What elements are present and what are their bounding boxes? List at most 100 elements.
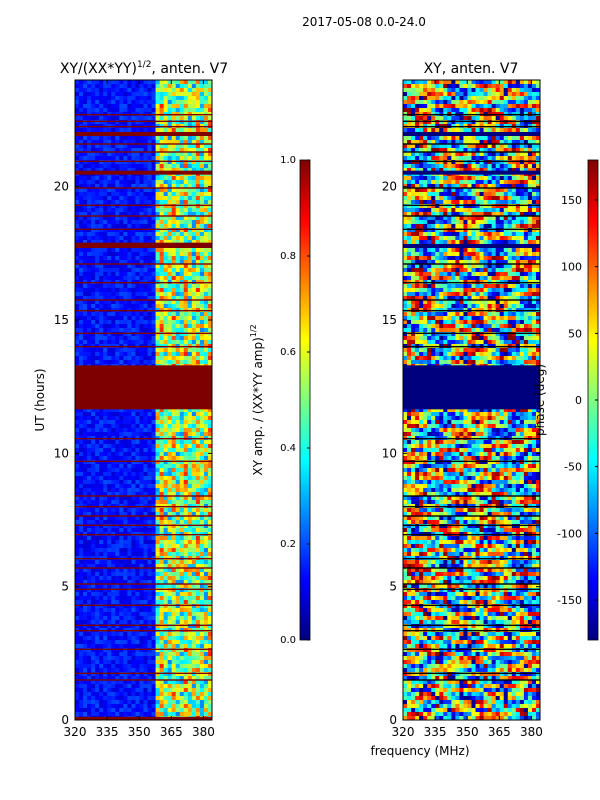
amp-cell <box>195 152 201 157</box>
amp-cell <box>199 640 205 645</box>
amp-cell <box>179 608 185 613</box>
amp-cell <box>147 516 153 521</box>
amp-cell <box>131 452 136 457</box>
amp-cell <box>171 520 177 525</box>
amp-cell <box>143 88 149 93</box>
amp-cell <box>83 108 88 113</box>
amp-cell <box>91 296 96 301</box>
amp-cell <box>167 348 173 353</box>
amp-cell <box>171 340 177 345</box>
amp-cell <box>83 208 88 213</box>
amp-cell <box>179 496 185 501</box>
amp-cell <box>119 284 124 289</box>
amp-cell <box>103 236 108 241</box>
amp-cell <box>143 104 149 109</box>
amp-cell <box>99 608 104 613</box>
amp-cell <box>143 276 149 281</box>
amp-cell <box>99 256 104 261</box>
amp-cell <box>83 424 88 429</box>
amp-cell <box>183 212 189 217</box>
amp-cell <box>135 276 140 281</box>
amp-cell <box>107 572 112 577</box>
amp-cell <box>95 336 100 341</box>
amp-cell <box>87 592 92 597</box>
amp-cell <box>95 516 100 521</box>
amp-cell <box>91 212 96 217</box>
amp-cell <box>183 552 189 557</box>
amp-cell <box>111 500 116 505</box>
amp-cell <box>99 616 104 621</box>
amp-cell <box>203 340 209 345</box>
amp-cell <box>103 156 108 161</box>
amp-cell <box>179 536 185 541</box>
amp-cell <box>179 232 185 237</box>
amp-cell <box>191 176 197 181</box>
amp-cell <box>131 284 136 289</box>
amp-cell <box>107 360 112 365</box>
amp-cell <box>183 424 189 429</box>
amp-cell <box>119 440 124 445</box>
amp-cell <box>107 316 112 321</box>
amp-cell <box>171 500 177 505</box>
amp-cell <box>111 520 116 525</box>
amp-cell <box>135 472 140 477</box>
amp-cell <box>183 236 189 241</box>
amp-cell <box>123 84 128 89</box>
amp-cell <box>115 632 120 637</box>
amp-cell <box>91 120 96 125</box>
amp-cell <box>179 632 185 637</box>
amp-cell <box>163 116 169 121</box>
amp-cell <box>179 640 185 645</box>
amp-cell <box>159 356 165 361</box>
amp-cell <box>119 472 124 477</box>
amp-cell <box>199 320 205 325</box>
amp-cell <box>79 360 84 365</box>
amp-cell <box>195 328 201 333</box>
amp-cell <box>103 324 108 329</box>
amp-cell <box>167 160 173 165</box>
amp-cell <box>75 664 80 669</box>
amp-cell <box>131 120 136 125</box>
amp-cell <box>99 568 104 573</box>
amp-cell <box>183 88 189 93</box>
amp-cell <box>115 648 120 653</box>
amp-cell <box>107 184 112 189</box>
amp-cell <box>135 96 140 101</box>
amp-cell <box>175 192 181 197</box>
amp-cell <box>107 616 112 621</box>
amp-cell <box>203 260 209 265</box>
amp-cell <box>143 508 149 513</box>
amp-cell <box>179 220 185 225</box>
amp-cell <box>207 520 212 525</box>
amp-cell <box>111 204 116 209</box>
amp-cell <box>131 476 136 481</box>
amp-cell <box>95 600 100 605</box>
amp-cell <box>115 336 120 341</box>
amp-cell <box>123 148 128 153</box>
amp-cell <box>147 412 153 417</box>
amp-cell <box>167 352 173 357</box>
amp-cell <box>155 352 161 357</box>
amp-cell <box>131 588 136 593</box>
amp-cell <box>79 216 84 221</box>
amp-cell <box>95 312 100 317</box>
amp-cell <box>159 520 165 525</box>
amp-cell <box>159 528 165 533</box>
amp-cell <box>163 580 169 585</box>
amp-cell <box>163 540 169 545</box>
amp-cell <box>147 276 153 281</box>
amp-cell <box>127 160 132 165</box>
amp-cell <box>103 496 108 501</box>
amp-cell <box>151 208 157 213</box>
amp-cell <box>159 588 165 593</box>
amp-cell <box>151 536 157 541</box>
amp-cell <box>151 136 157 141</box>
amp-cell <box>203 348 209 353</box>
amp-cell <box>195 356 201 361</box>
amp-cell <box>111 116 116 121</box>
amp-cell <box>131 408 136 413</box>
amp-cell <box>95 460 100 465</box>
amp-cell <box>107 408 112 413</box>
amp-cell <box>107 416 112 421</box>
amp-cell <box>175 632 181 637</box>
